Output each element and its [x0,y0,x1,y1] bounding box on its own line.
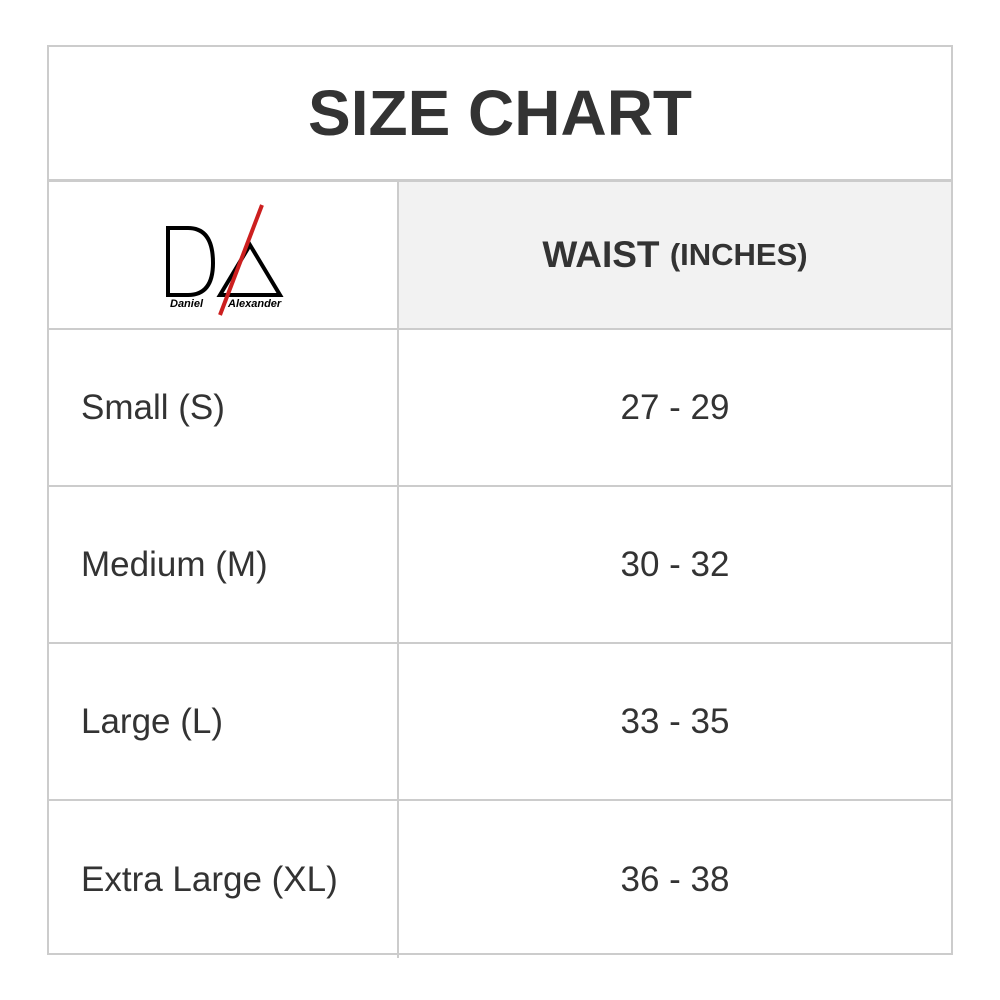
waist-cell: 27 - 29 [620,387,730,427]
table-row: Large (L) 33 - 35 [49,644,951,801]
size-chart-table: SIZE CHART Daniel Alexander WAIST (INCHE… [47,45,953,958]
table-row: Small (S) 27 - 29 [49,330,951,487]
measure-label: WAIST [542,234,660,275]
table-row: Extra Large (XL) 36 - 38 [49,801,951,958]
brand-logo: Daniel Alexander [49,182,399,328]
size-cell: Small (S) [49,330,399,485]
page-title: SIZE CHART [49,47,951,182]
size-cell: Extra Large (XL) [49,801,399,958]
table-row: Medium (M) 30 - 32 [49,487,951,644]
size-cell: Large (L) [49,644,399,799]
waist-cell: 33 - 35 [620,701,730,741]
logo-text-left: Daniel [170,298,204,310]
unit-label: (INCHES) [669,237,808,272]
waist-cell: 30 - 32 [620,544,730,584]
size-cell: Medium (M) [49,487,399,642]
waist-cell: 36 - 38 [620,859,730,899]
waist-header: WAIST (INCHES) [399,182,951,328]
logo-text-right: Alexander [227,298,282,310]
header-row: Daniel Alexander WAIST (INCHES) [49,182,951,330]
